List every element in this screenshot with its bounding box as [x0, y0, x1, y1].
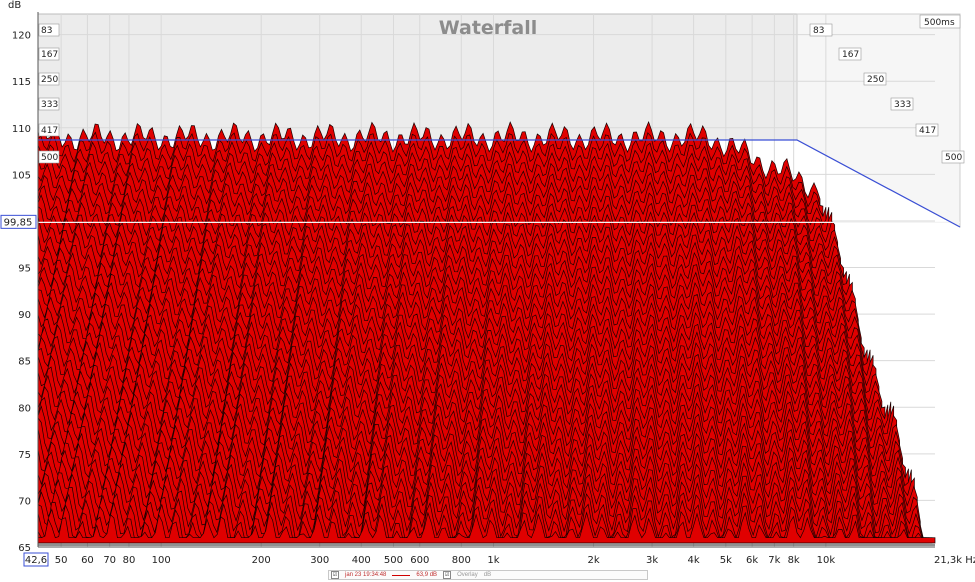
time-slice-box [38, 150, 60, 164]
x-min-readout-box [23, 552, 49, 567]
time-slice-box-right [863, 72, 887, 86]
back-wall-panel [37, 13, 798, 141]
chart-title: Waterfall [439, 17, 538, 39]
y-axis-label: dB [8, 0, 21, 11]
waterfall-slice [37, 511, 936, 544]
x-tick-label: 50 [55, 555, 68, 566]
time-slice-box [38, 47, 60, 61]
legend-unit: dB [483, 572, 492, 578]
y-tick-label: 115 [12, 77, 31, 88]
waterfall-slices [37, 121, 936, 544]
level-outline [38, 139, 961, 228]
overlay [38, 139, 961, 546]
x-tick-label: 8k [788, 555, 800, 566]
cursor-readout-box [0, 214, 37, 229]
y-tick-label: 105 [12, 170, 31, 181]
x-tick-label: 7k [768, 555, 780, 566]
time-slice-label: 333 [41, 100, 58, 110]
time-slice-box [38, 123, 60, 137]
y-tick-label: 65 [18, 543, 31, 554]
x-tick-label: 5k [720, 555, 732, 566]
legend-level: 63,9 dB [416, 572, 438, 578]
time-slice-label-right: 167 [842, 50, 859, 60]
y-tick-label: 70 [18, 496, 31, 507]
time-slice-label-right: 83 [813, 26, 824, 36]
y-tick-label: 85 [18, 357, 31, 368]
x-tick-label: 300 [310, 555, 329, 566]
time-slice-label-right: 250 [867, 75, 884, 85]
time-slice-label: 500 [41, 153, 58, 163]
time-slice-label: 417 [41, 126, 58, 136]
time-slice-label-right: 500 [945, 153, 962, 163]
x-tick-label: 80 [123, 555, 136, 566]
x-tick-label: 1k [487, 555, 499, 566]
legend-bar: ☑ jan 23 19:34:48 63,9 dB ☑ Overlay dB [328, 570, 648, 580]
y-tick-label: 95 [18, 264, 31, 275]
time-end-box [919, 14, 961, 29]
x-tick-label: 2k [587, 555, 599, 566]
x-tick-label: 400 [352, 555, 371, 566]
time-slice-box-right [941, 150, 965, 164]
time-slice-label: 167 [41, 50, 58, 60]
time-slice-box-right [890, 97, 914, 111]
x-tick-label: 200 [252, 555, 271, 566]
time-slice-box [38, 23, 60, 37]
legend-line-swatch [392, 574, 411, 576]
time-end-label: 500ms [924, 18, 955, 28]
y-tick-label: 120 [12, 31, 31, 42]
time-slice-label-right: 333 [894, 100, 911, 110]
x-min-readout: 42,6 [25, 555, 47, 566]
y-tick-label: 80 [18, 403, 31, 414]
x-tick-label: 70 [103, 555, 116, 566]
time-slice-label: 250 [41, 75, 58, 85]
x-tick-label: 6k [746, 555, 758, 566]
legend-date: jan 23 19:34:48 [345, 572, 387, 578]
y-tick-label: 75 [18, 450, 31, 461]
axes: 65 70 75 80 85 90 95 105 110 115 120 50 60 70 80 100 200… [0, 12, 975, 567]
x-tick-label: 100 [152, 555, 171, 566]
y-tick-label: 110 [12, 124, 31, 135]
x-max-label: 21,3k Hz [934, 555, 975, 566]
legend-checkbox[interactable]: ☑ [331, 571, 339, 579]
x-tick-label: 10k [817, 555, 836, 566]
cursor-readout: 99,85 [4, 217, 33, 228]
y-tick-label: 90 [18, 310, 31, 321]
x-tick-label: 800 [452, 555, 471, 566]
time-slice-box-right [838, 47, 862, 61]
x-tick-label: 60 [81, 555, 94, 566]
time-slice-label: 83 [41, 26, 52, 36]
time-slice-box-right [915, 123, 939, 137]
time-slice-box [38, 72, 60, 86]
legend-overlay: Overlay [457, 572, 478, 578]
x-tick-label: 500 [384, 555, 403, 566]
time-slice-box [38, 97, 60, 111]
x-tick-label: 3k [646, 555, 658, 566]
time-slice-box-right [809, 23, 833, 37]
time-slice-label-right: 417 [919, 126, 936, 136]
x-tick-label: 4k [688, 555, 700, 566]
x-tick-label: 600 [410, 555, 429, 566]
overlay-checkbox[interactable]: ☑ [443, 571, 452, 579]
